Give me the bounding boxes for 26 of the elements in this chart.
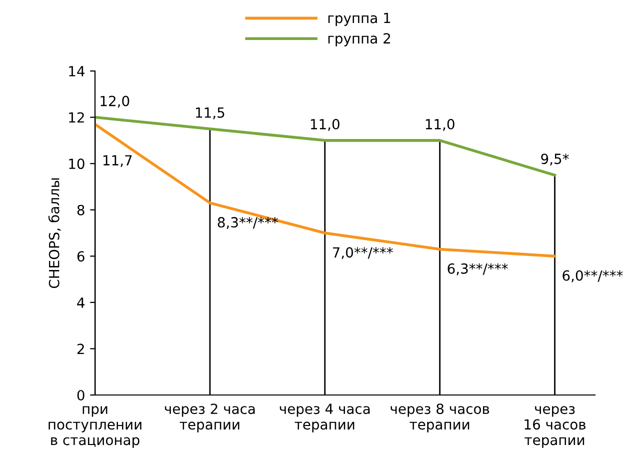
data-label: 7,0**/***	[332, 247, 393, 260]
data-label: 12,0	[100, 96, 130, 108]
data-label: 11,0	[310, 118, 340, 131]
y-tick-label: 2	[77, 344, 84, 354]
data-label: 6,3**/***	[448, 263, 508, 276]
y-tick-label: 12	[69, 112, 84, 123]
y-tick-label: 0	[77, 390, 84, 400]
data-label: 9,5*	[541, 154, 569, 166]
y-tick-label: 4	[77, 298, 84, 308]
data-label: 6,0**/***	[562, 270, 623, 282]
legend-label: группа 1	[328, 12, 390, 26]
data-label: 8,3**/***	[218, 217, 278, 229]
y-tick-label: 8	[77, 204, 84, 216]
x-tick-label: через 16 часов терапии	[524, 406, 586, 448]
x-tick-label: через 2 часа терапии	[164, 404, 255, 432]
y-tick-label: 10	[69, 158, 84, 170]
x-tick-label: через 4 часа терапии	[280, 404, 370, 432]
data-label: 11,5	[196, 108, 224, 120]
legend-label: группа 2	[328, 33, 390, 46]
y-tick-label: 14	[69, 66, 84, 76]
y-axis-title: CHEOPS, баллы	[48, 178, 61, 288]
data-label: 11,0	[426, 118, 454, 131]
x-tick-label: при поступлении в стационар	[48, 406, 142, 448]
data-label: 11,7	[103, 155, 132, 167]
y-tick-label: 6	[77, 251, 84, 262]
x-tick-label: через 8 часов терапии	[390, 404, 490, 432]
